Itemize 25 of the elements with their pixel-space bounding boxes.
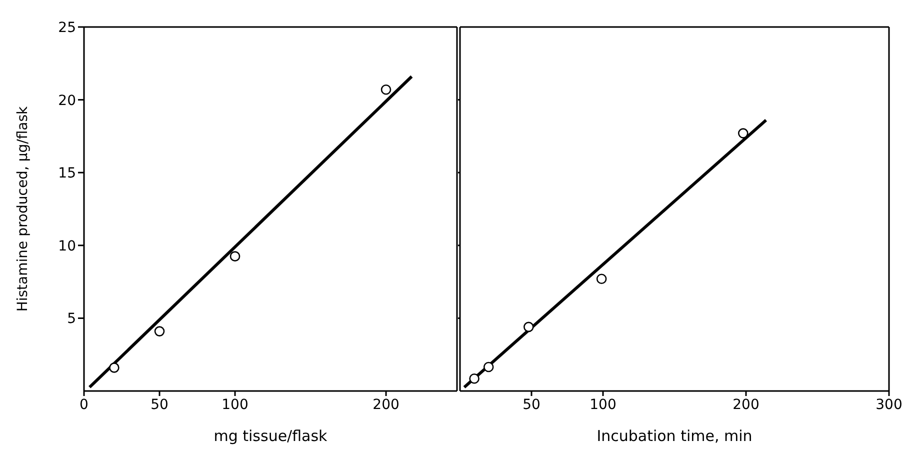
point: [469, 373, 480, 384]
point: [109, 362, 120, 373]
point: [738, 128, 748, 138]
x-tick-label: 50: [522, 396, 540, 413]
y-tick-label: 25: [58, 20, 76, 36]
x-tick-label: 100: [590, 396, 616, 413]
x-axis-title: Incubation time, min: [596, 427, 752, 445]
point: [523, 322, 534, 332]
x-tick-label: 200: [732, 396, 760, 413]
x-tick-label: 100: [222, 396, 248, 413]
y-tick-label: 10: [58, 238, 76, 254]
x-axis-title: mg tissue/flask: [214, 427, 328, 445]
point: [380, 84, 392, 95]
x-tick-label: 0: [80, 396, 88, 413]
x-tick-label: 50: [150, 396, 168, 413]
x-tick-label: 200: [372, 396, 400, 413]
y-tick-label: 20: [58, 92, 76, 109]
x-tick-label: 300: [876, 396, 902, 413]
y-tick-label: 5: [67, 311, 76, 328]
point: [596, 274, 607, 284]
point: [230, 251, 240, 262]
point: [154, 326, 165, 336]
y-axis-title: Histamine produced, μg/flask: [14, 105, 31, 312]
y-tick-label: 15: [58, 166, 76, 182]
point: [483, 362, 494, 372]
